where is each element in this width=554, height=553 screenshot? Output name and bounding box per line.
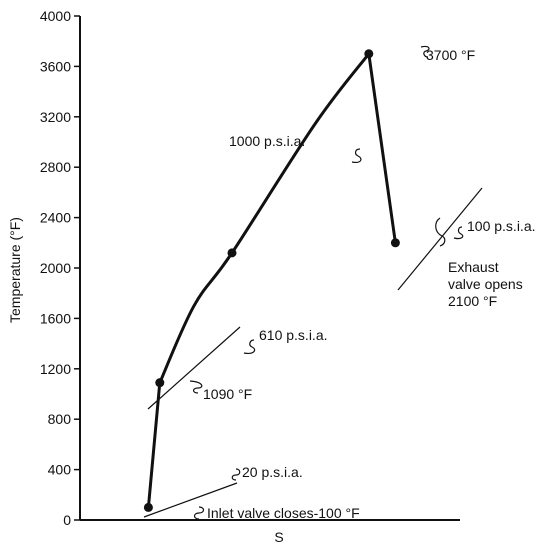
y-axis-title: Temperature (°F) [7,217,23,323]
state-point-marker [227,248,237,258]
y-tick-label: 2400 [40,210,71,226]
leader-inlet [193,506,205,520]
pressure-line-20 [143,482,238,518]
y-tick-label: 0 [63,512,71,528]
annotation-100-psia: 100 p.s.i.a. [467,218,536,234]
y-tick-label: 800 [48,411,72,427]
annotation-20-psia: 20 p.s.i.a. [242,464,303,480]
leader-1090 [189,380,203,394]
leader-3700 [420,45,430,58]
annotation-valve-opens: valve opens [448,276,523,292]
y-tick-label: 1200 [40,361,71,377]
leader-100 [453,226,464,240]
leader-exhaust [435,217,446,247]
pressure-line-100 [397,187,483,291]
y-tick-label: 2800 [40,159,71,175]
y-tick-label: 3600 [40,58,71,74]
x-axis-title: S [274,529,283,545]
y-tick-label: 2000 [40,260,71,276]
y-tick-label: 3200 [40,109,71,125]
pressure-line-610 [147,326,241,410]
state-point-marker [390,238,400,248]
annotation-inlet-valve: Inlet valve closes-100 °F [207,505,360,521]
series-line [146,50,397,508]
state-point-marker [143,502,153,512]
annotation-2100f: 2100 °F [448,293,497,309]
leader-20 [231,468,241,481]
y-tick-label: 1600 [40,310,71,326]
y-tick-label: 400 [48,462,72,478]
annotation-exhaust: Exhaust [448,259,499,275]
y-tick-label: 4000 [40,8,71,24]
leader-610 [243,339,256,354]
annotation-3700f: 3700 °F [426,47,475,63]
leader-1000 [351,148,362,163]
state-point-marker [155,378,165,388]
annotation-1090f: 1090 °F [203,386,252,402]
markers [143,49,400,512]
state-point-marker [364,49,374,59]
y-ticks: 0 400 800 1200 1600 2000 2400 2800 3200 3600 4000 [40,8,80,528]
annotation-610-psia: 610 p.s.i.a. [259,327,328,343]
annotation-1000-psia: 1000 p.s.i.a. [229,133,305,149]
